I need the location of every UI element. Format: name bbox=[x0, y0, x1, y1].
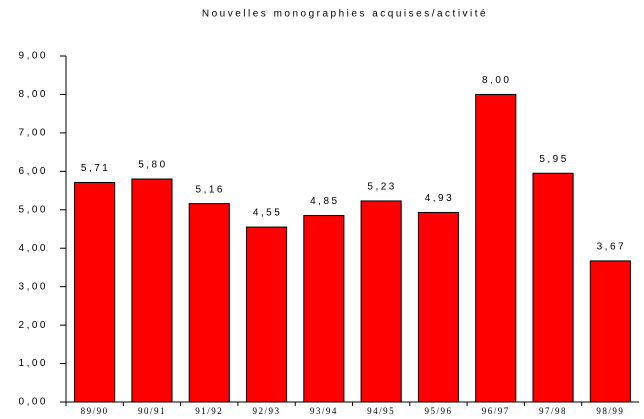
bar bbox=[74, 181, 116, 403]
x-tick-label: 90/91 bbox=[138, 406, 166, 416]
y-tick-label: 2,00 bbox=[19, 320, 48, 331]
x-tick-label: 91/92 bbox=[195, 406, 223, 416]
chart-title: Nouvelles monographies acquises/activité bbox=[202, 9, 488, 20]
bar bbox=[303, 215, 345, 403]
value-label: 3,67 bbox=[597, 242, 626, 253]
value-label: 5,71 bbox=[81, 163, 110, 174]
y-tick-label: 1,00 bbox=[19, 358, 48, 369]
bar bbox=[245, 226, 288, 403]
x-tick-label: 96/97 bbox=[482, 406, 510, 416]
bar bbox=[417, 211, 460, 403]
y-tick-label: 7,00 bbox=[19, 128, 48, 139]
bar bbox=[188, 203, 230, 403]
x-tick-label: 93/94 bbox=[310, 406, 338, 416]
y-tick-label: 0,00 bbox=[19, 397, 48, 408]
value-label: 4,93 bbox=[425, 193, 454, 204]
bar bbox=[532, 172, 574, 403]
y-tick-label: 4,00 bbox=[19, 243, 48, 254]
x-tick-label: 98/99 bbox=[596, 406, 624, 416]
value-label: 5,95 bbox=[539, 154, 568, 165]
y-tick-label: 8,00 bbox=[19, 89, 48, 100]
value-label: 4,85 bbox=[310, 196, 339, 207]
x-tick-label: 95/96 bbox=[424, 406, 452, 416]
bar bbox=[360, 200, 402, 403]
x-tick-label: 97/98 bbox=[539, 406, 567, 416]
bar bbox=[131, 178, 173, 403]
x-tick-label: 94/95 bbox=[367, 406, 395, 416]
value-label: 5,80 bbox=[138, 160, 167, 171]
value-label: 5,16 bbox=[196, 184, 225, 195]
x-tick-label: 89/90 bbox=[81, 406, 109, 416]
bar bbox=[589, 260, 631, 403]
value-label: 5,23 bbox=[367, 182, 396, 193]
y-tick-label: 9,00 bbox=[19, 51, 48, 62]
y-tick-label: 3,00 bbox=[19, 281, 48, 292]
value-label: 8,00 bbox=[482, 75, 511, 86]
x-tick-label: 92/93 bbox=[253, 406, 281, 416]
y-tick-label: 5,00 bbox=[19, 204, 48, 215]
value-label: 4,55 bbox=[253, 208, 282, 219]
bar bbox=[475, 93, 517, 403]
y-tick-label: 6,00 bbox=[19, 166, 48, 177]
